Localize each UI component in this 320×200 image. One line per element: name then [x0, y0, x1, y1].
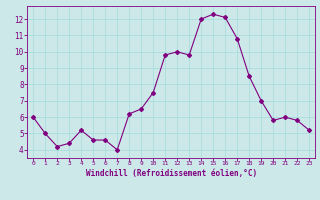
X-axis label: Windchill (Refroidissement éolien,°C): Windchill (Refroidissement éolien,°C)	[86, 169, 257, 178]
